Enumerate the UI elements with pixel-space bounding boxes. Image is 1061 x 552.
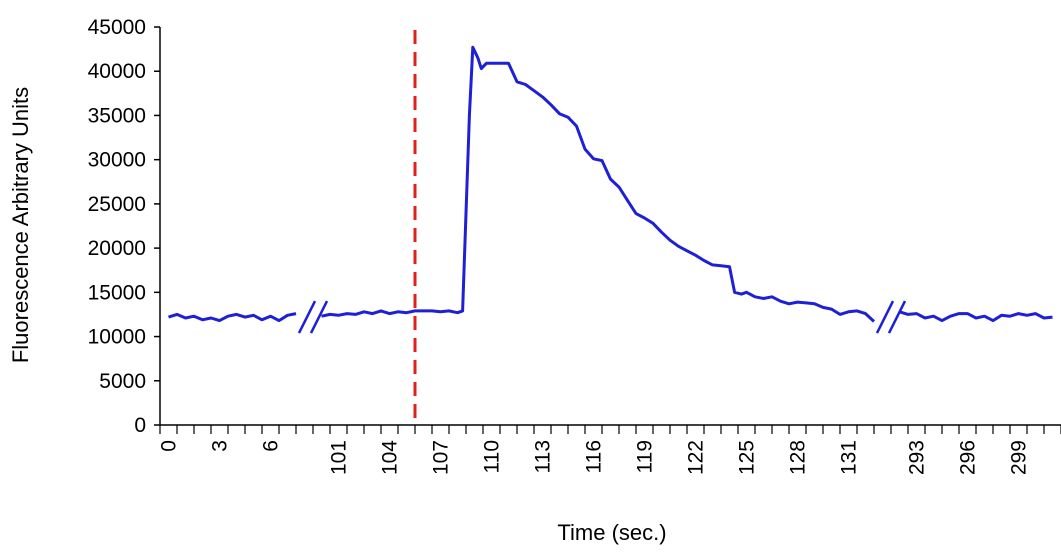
axis-break-marks [297,300,907,334]
axis-break-mark [297,300,317,334]
x-tick-label: 6 [260,440,283,452]
series-group [168,45,1053,323]
x-tick-label: 131 [838,440,861,475]
y-tick-label: 5000 [99,370,146,393]
x-axis-title: Time (sec.) [557,520,666,545]
x-tick-label: 293 [906,440,929,475]
y-tick-label: 15000 [88,281,146,304]
series-line [168,312,297,323]
axis-break-mark [887,300,907,334]
y-tick-label: 10000 [88,326,146,349]
x-tick-label: 107 [430,440,453,475]
y-tick-label: 20000 [88,237,146,260]
x-tick-label: 296 [957,440,980,475]
y-tick-label: 35000 [88,104,146,127]
x-tick-label: 3 [209,440,232,452]
x-tick-label: 104 [379,440,402,475]
series-line [321,45,876,323]
y-axis-ticks: 0 5000 10000 15000 20000 25000 30000 35000 40000… [88,16,160,437]
x-tick-label: 110 [481,440,504,473]
series-line [899,310,1053,323]
x-tick-label: 116 [583,440,606,473]
axis-break-mark [875,300,895,334]
x-tick-label: 125 [736,440,759,475]
x-tick-label: 128 [787,440,810,475]
x-tick-label: 122 [685,440,708,475]
y-tick-label: 25000 [88,193,146,216]
y-tick-label: 40000 [88,60,146,83]
x-tick-label: 101 [328,440,351,475]
x-tick-label: 0 [158,440,181,452]
x-tick-label: 113 [532,440,555,473]
y-axis-title: Fluorescence Arbitrary Units [8,87,33,363]
y-tick-label: 0 [134,414,146,437]
y-tick-label: 30000 [88,149,146,172]
axis-break-mark [309,300,329,334]
x-axis-ticks: 0 3 6 101 104 107 110 113 116 119 122 125 128 131 293 2… [158,425,1061,475]
y-tick-label: 45000 [88,16,146,39]
x-tick-label: 299 [1008,440,1031,475]
x-tick-label: 119 [634,440,657,473]
